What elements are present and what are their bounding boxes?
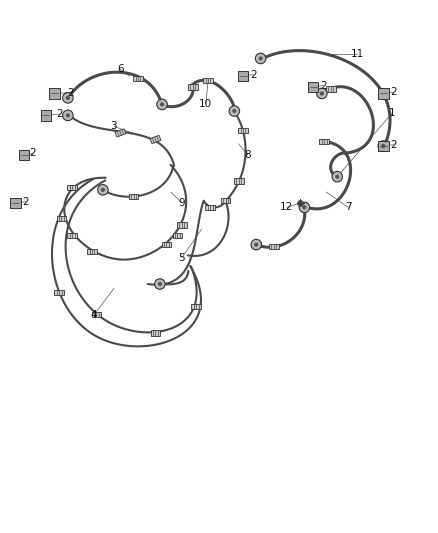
Circle shape bbox=[317, 88, 327, 99]
Text: 6: 6 bbox=[117, 64, 124, 75]
Text: 8: 8 bbox=[244, 150, 251, 160]
Circle shape bbox=[335, 175, 339, 179]
Text: 2: 2 bbox=[250, 70, 257, 79]
FancyBboxPatch shape bbox=[269, 244, 279, 249]
Text: 2: 2 bbox=[22, 197, 29, 207]
FancyBboxPatch shape bbox=[378, 88, 389, 99]
Circle shape bbox=[158, 282, 162, 286]
Circle shape bbox=[332, 172, 343, 182]
Text: 9: 9 bbox=[178, 198, 185, 208]
Text: 7: 7 bbox=[345, 203, 352, 212]
Circle shape bbox=[254, 243, 258, 247]
FancyBboxPatch shape bbox=[41, 110, 51, 120]
FancyBboxPatch shape bbox=[151, 330, 160, 336]
FancyBboxPatch shape bbox=[191, 304, 201, 310]
Text: 1: 1 bbox=[389, 108, 396, 118]
FancyBboxPatch shape bbox=[177, 222, 187, 228]
Text: 3: 3 bbox=[110, 122, 117, 131]
Circle shape bbox=[299, 202, 310, 213]
Circle shape bbox=[63, 110, 73, 120]
Circle shape bbox=[63, 93, 73, 103]
Circle shape bbox=[232, 109, 237, 113]
FancyBboxPatch shape bbox=[10, 198, 21, 208]
FancyBboxPatch shape bbox=[133, 76, 143, 81]
Text: 10: 10 bbox=[199, 100, 212, 109]
Circle shape bbox=[255, 53, 266, 64]
FancyBboxPatch shape bbox=[251, 242, 261, 247]
Text: 2: 2 bbox=[56, 109, 63, 119]
FancyBboxPatch shape bbox=[326, 86, 336, 92]
FancyBboxPatch shape bbox=[378, 141, 389, 151]
FancyBboxPatch shape bbox=[67, 233, 77, 238]
Circle shape bbox=[157, 99, 167, 110]
Text: 2: 2 bbox=[390, 140, 397, 150]
FancyBboxPatch shape bbox=[92, 312, 101, 317]
FancyBboxPatch shape bbox=[238, 71, 248, 81]
Circle shape bbox=[381, 144, 385, 148]
Circle shape bbox=[378, 141, 389, 151]
FancyBboxPatch shape bbox=[173, 233, 182, 238]
Circle shape bbox=[66, 114, 70, 117]
Circle shape bbox=[320, 91, 324, 95]
FancyBboxPatch shape bbox=[19, 150, 29, 160]
Circle shape bbox=[98, 184, 108, 195]
Text: 11: 11 bbox=[350, 49, 364, 59]
Circle shape bbox=[258, 56, 263, 61]
FancyBboxPatch shape bbox=[129, 194, 138, 199]
FancyBboxPatch shape bbox=[87, 248, 97, 254]
FancyBboxPatch shape bbox=[238, 128, 248, 133]
FancyBboxPatch shape bbox=[67, 185, 77, 190]
Circle shape bbox=[302, 205, 307, 209]
FancyBboxPatch shape bbox=[234, 179, 244, 184]
Text: 5: 5 bbox=[178, 253, 185, 263]
FancyBboxPatch shape bbox=[203, 78, 213, 83]
Text: 2: 2 bbox=[390, 87, 397, 97]
Text: 4: 4 bbox=[91, 310, 98, 320]
Text: 2: 2 bbox=[29, 149, 36, 158]
FancyBboxPatch shape bbox=[188, 84, 198, 90]
Circle shape bbox=[160, 102, 164, 107]
FancyBboxPatch shape bbox=[205, 205, 215, 210]
FancyBboxPatch shape bbox=[57, 216, 66, 221]
Circle shape bbox=[229, 106, 240, 116]
FancyBboxPatch shape bbox=[49, 88, 60, 99]
Text: 2: 2 bbox=[320, 80, 327, 91]
Circle shape bbox=[155, 279, 165, 289]
FancyBboxPatch shape bbox=[308, 82, 318, 92]
Text: 2: 2 bbox=[67, 87, 74, 98]
FancyBboxPatch shape bbox=[150, 135, 161, 143]
Circle shape bbox=[101, 188, 105, 192]
Text: 12: 12 bbox=[280, 203, 293, 212]
FancyBboxPatch shape bbox=[221, 198, 230, 204]
FancyBboxPatch shape bbox=[115, 129, 126, 137]
FancyBboxPatch shape bbox=[162, 242, 171, 247]
FancyBboxPatch shape bbox=[319, 139, 329, 144]
Circle shape bbox=[251, 239, 261, 250]
Circle shape bbox=[66, 96, 70, 100]
FancyBboxPatch shape bbox=[54, 290, 64, 295]
